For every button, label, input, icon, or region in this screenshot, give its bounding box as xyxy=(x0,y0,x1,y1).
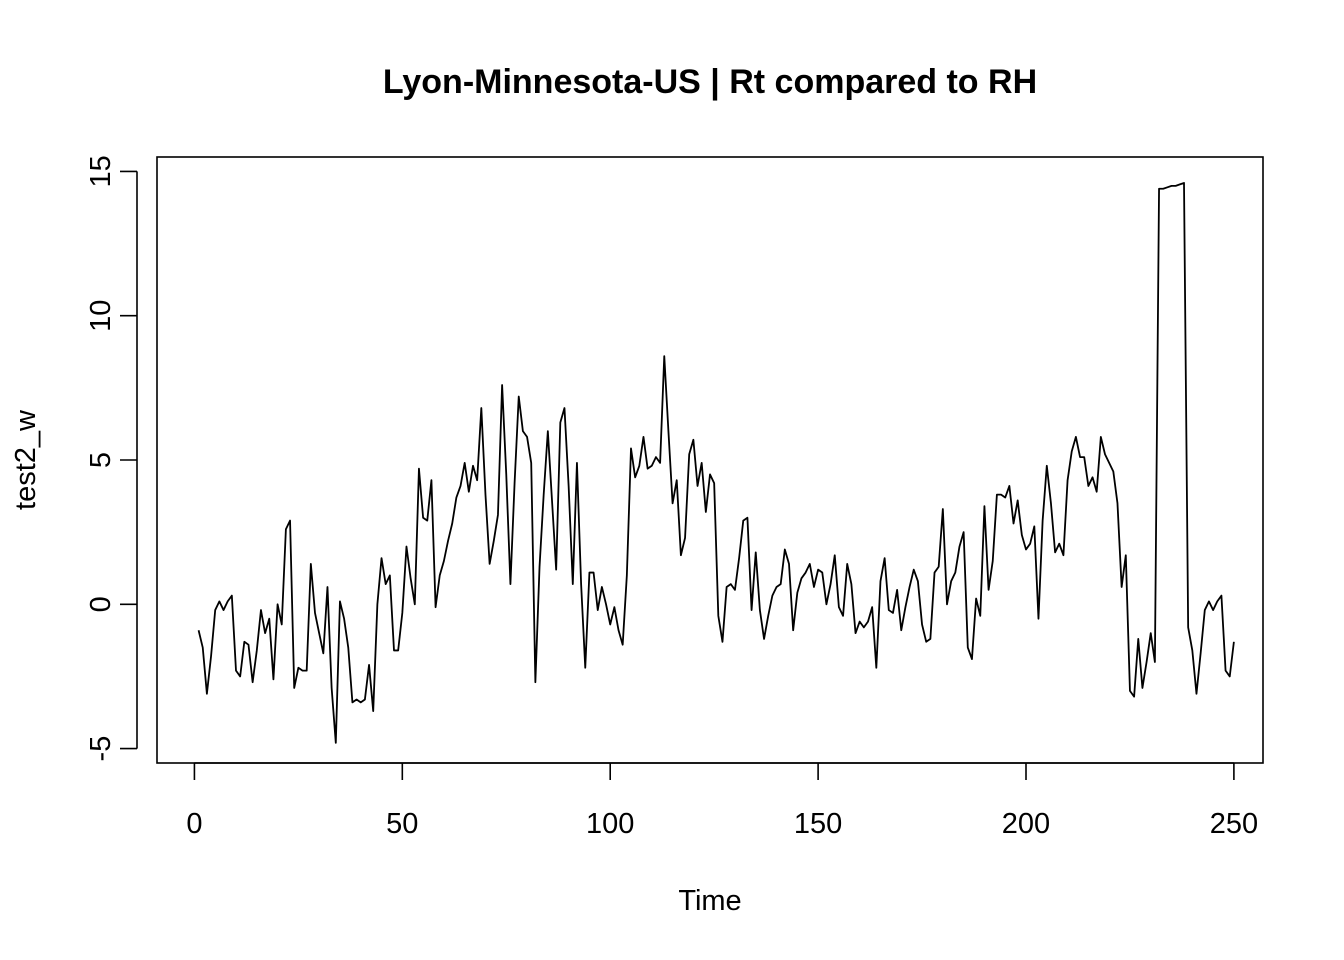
series-layer xyxy=(197,182,1235,744)
y-axis: -5 0 5 10 15 xyxy=(85,155,138,762)
x-axis: 0 50 100 150 200 250 xyxy=(186,762,1258,840)
x-tick-label-2: 100 xyxy=(586,808,634,840)
series-line-0 xyxy=(197,182,1235,744)
plot-frame xyxy=(156,156,1264,764)
x-tick-label-4: 200 xyxy=(1002,808,1050,840)
y-axis-label: test2_w xyxy=(10,409,42,510)
y-tick-label-1: 0 xyxy=(85,596,117,612)
y-tick-label-3: 10 xyxy=(85,300,117,332)
chart-title: Lyon-Minnesota-US | Rt compared to RH xyxy=(383,63,1037,101)
y-tick-label-4: 15 xyxy=(85,155,117,187)
x-tick-label-0: 0 xyxy=(186,808,202,840)
y-tick-label-2: 5 xyxy=(85,452,117,468)
x-axis-label: Time xyxy=(678,885,741,917)
x-tick-label-3: 150 xyxy=(794,808,842,840)
x-tick-label-5: 250 xyxy=(1210,808,1258,840)
x-tick-label-1: 50 xyxy=(386,808,418,840)
y-tick-label-0: -5 xyxy=(85,736,117,762)
